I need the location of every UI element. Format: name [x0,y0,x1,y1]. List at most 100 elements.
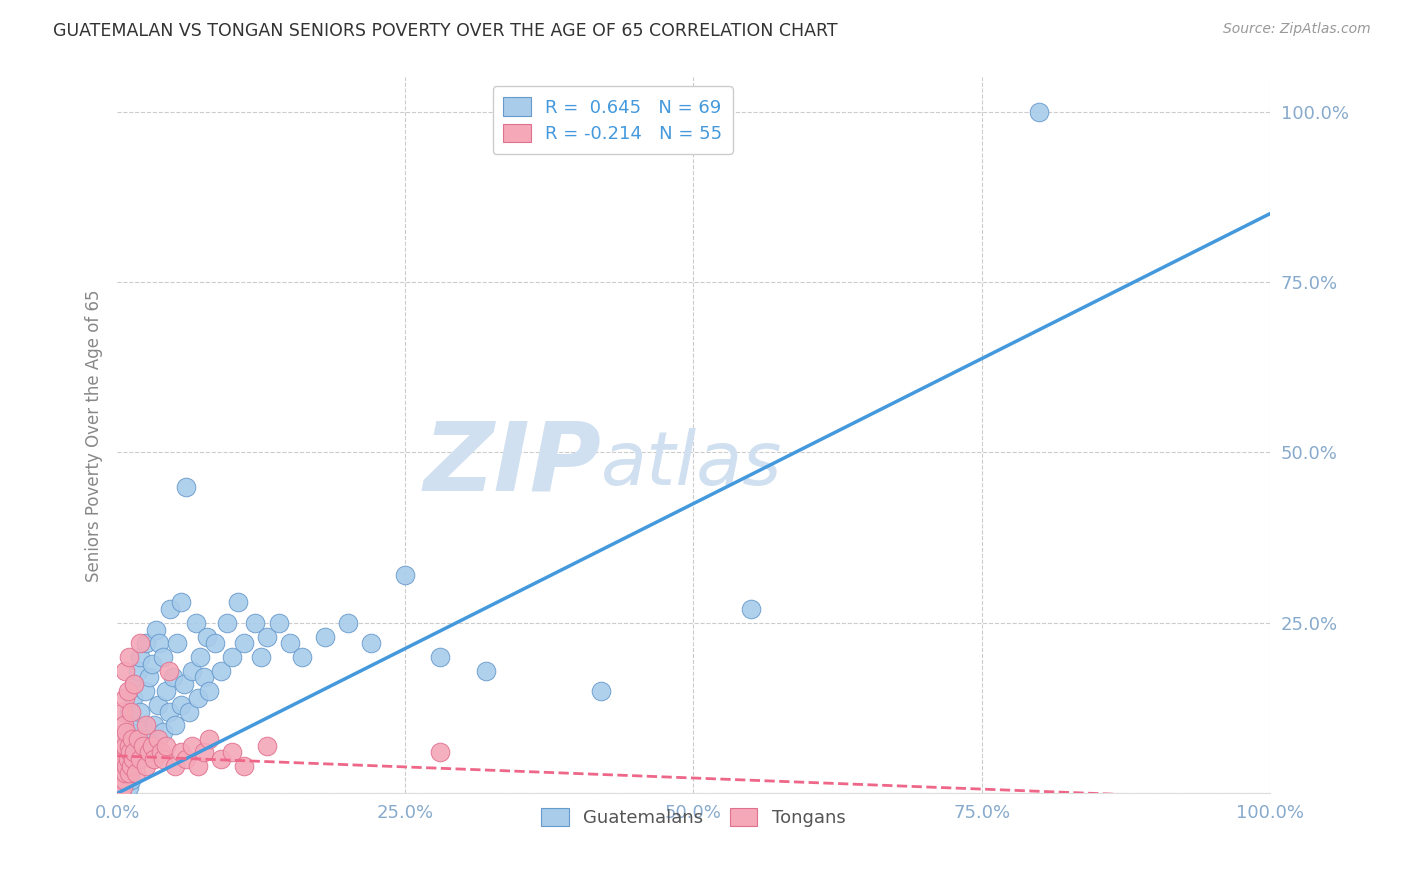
Point [117,684,139,698]
Y-axis label: Seniors Poverty Over the Age of 65: Seniors Poverty Over the Age of 65 [86,289,103,582]
Point [124,677,146,691]
Point [155,684,177,698]
Point [157,705,180,719]
Point [181,739,204,753]
Point [110,786,132,800]
Point [250,650,273,665]
Point [118,739,141,753]
Point [215,615,238,630]
Point [112,772,135,787]
Point [152,725,174,739]
Point [135,746,157,760]
Point [114,765,136,780]
Point [122,690,145,705]
Point [278,636,301,650]
Point [245,615,267,630]
Point [591,684,613,698]
Point [394,568,416,582]
Point [111,780,134,794]
Point [336,615,359,630]
Point [166,636,188,650]
Point [187,759,209,773]
Point [129,705,152,719]
Point [141,657,163,671]
Point [159,602,181,616]
Point [256,630,278,644]
Point [136,731,159,746]
Point [111,731,134,746]
Point [176,752,198,766]
Point [115,759,138,773]
Text: ZIP: ZIP [423,417,602,510]
Point [209,664,232,678]
Point [118,765,141,780]
Point [112,752,135,766]
Point [141,739,163,753]
Point [111,772,134,787]
Point [118,752,141,766]
Point [141,739,163,753]
Point [152,650,174,665]
Point [135,718,157,732]
Point [740,602,762,616]
Point [127,718,149,732]
Point [314,630,336,644]
Legend: Guatemalans, Tongans: Guatemalans, Tongans [534,801,852,834]
Point [163,759,186,773]
Point [195,630,218,644]
Point [155,739,177,753]
Point [226,595,249,609]
Point [177,705,200,719]
Point [127,731,149,746]
Point [169,595,191,609]
Point [1028,104,1050,119]
Point [198,684,221,698]
Point [233,636,256,650]
Point [145,623,167,637]
Point [152,752,174,766]
Point [221,746,243,760]
Point [118,765,141,780]
Point [181,664,204,678]
Point [193,746,215,760]
Point [360,636,382,650]
Point [129,636,152,650]
Point [111,705,134,719]
Point [118,746,141,760]
Point [146,731,169,746]
Point [291,650,314,665]
Point [124,765,146,780]
Point [135,759,157,773]
Point [209,752,232,766]
Point [187,690,209,705]
Point [204,636,226,650]
Point [256,739,278,753]
Point [120,759,142,773]
Point [169,746,191,760]
Point [124,759,146,773]
Point [193,670,215,684]
Point [173,677,195,691]
Point [127,664,149,678]
Point [169,698,191,712]
Text: GUATEMALAN VS TONGAN SENIORS POVERTY OVER THE AGE OF 65 CORRELATION CHART: GUATEMALAN VS TONGAN SENIORS POVERTY OVE… [53,22,838,40]
Text: atlas: atlas [602,428,783,500]
Point [120,705,142,719]
Point [118,731,141,746]
Point [111,759,134,773]
Point [267,615,290,630]
Point [121,731,143,746]
Point [138,670,160,684]
Point [163,718,186,732]
Point [124,746,146,760]
Point [118,705,141,719]
Point [143,718,166,732]
Point [117,752,139,766]
Point [233,759,256,773]
Point [131,739,153,753]
Point [148,636,170,650]
Point [429,746,451,760]
Point [146,698,169,712]
Point [118,650,141,665]
Text: Source: ZipAtlas.com: Source: ZipAtlas.com [1223,22,1371,37]
